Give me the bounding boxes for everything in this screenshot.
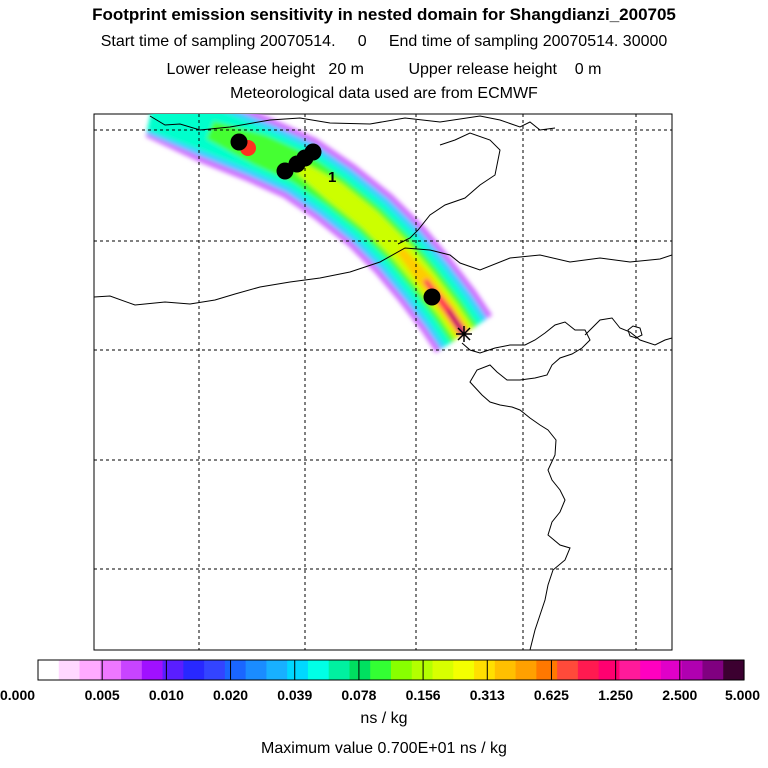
color-bar-swatch (515, 660, 537, 680)
color-bar-swatch (183, 660, 205, 680)
color-bar-swatch (577, 660, 600, 680)
color-bar-swatch (411, 660, 434, 680)
color-bar: 0.000 0.005 0.010 0.020 0.039 0.078 0.156 0.313… (0, 659, 760, 703)
color-bar-tick-label: 2.500 (662, 687, 697, 703)
color-bar-swatch (702, 660, 724, 680)
color-bar-swatch (619, 660, 641, 680)
color-bar-swatch (640, 660, 662, 680)
max-value-note: Maximum value 0.700E+01 ns / kg (261, 740, 507, 757)
color-bar-swatch (453, 660, 475, 680)
color-bar-swatch (224, 660, 247, 680)
color-bar-swatch (204, 660, 226, 680)
island-outline (627, 325, 643, 339)
color-bar-swatch (681, 660, 704, 680)
color-bar-swatch (723, 660, 745, 680)
release-heights: Lower release height 20 m Upper release … (166, 61, 602, 78)
colorbar-units: ns / kg (360, 710, 408, 727)
map-title: Footprint emission sensitivity in nested… (92, 5, 676, 24)
color-bar-tick-label: 5.000 (725, 687, 760, 703)
color-bar-swatch (536, 660, 558, 680)
color-bar-tick-label: 0.020 (213, 687, 248, 703)
coastline-upper-right (397, 132, 501, 245)
color-bar-swatch (660, 660, 683, 680)
color-bar-tick-label: 0.156 (406, 687, 441, 703)
color-bar-swatch (141, 660, 164, 680)
cluster-marker (230, 133, 248, 151)
map-panel: 1 (93, 113, 673, 651)
plume-band (447, 309, 466, 335)
color-bar-swatch (266, 660, 288, 680)
boundary-west (94, 247, 672, 306)
color-bar-swatch (38, 660, 60, 680)
color-bar-swatch (100, 660, 122, 680)
color-bar-tick-label: 1.250 (598, 687, 633, 703)
color-bar-tick-label: 0.039 (277, 687, 312, 703)
cluster-marker (423, 288, 441, 306)
plume-band (146, 114, 488, 350)
color-bar-swatch (391, 660, 413, 680)
color-bar-swatch (370, 660, 392, 680)
color-bar-swatch (557, 660, 579, 680)
color-bar-swatch (432, 660, 454, 680)
color-bar-swatch (328, 660, 351, 680)
color-bar-tick-label: 0.625 (534, 687, 569, 703)
cluster-label: 1 (328, 169, 336, 186)
cluster-centers (230, 133, 441, 306)
coastline-bohai (461, 321, 591, 650)
color-bar-swatch (58, 660, 81, 680)
color-bar-tick-label: 0.000 (0, 687, 35, 703)
color-bar-swatch (287, 660, 309, 680)
color-bar-swatch (494, 660, 517, 680)
color-bar-swatch (79, 660, 101, 680)
receptor-station-marker (456, 326, 472, 342)
cluster-marker (304, 143, 322, 161)
coastlines (94, 115, 672, 650)
coastline-north (149, 115, 556, 131)
color-bar-swatch (598, 660, 621, 680)
color-bar-labels: 0.000 0.005 0.010 0.020 0.039 0.078 0.156 0.313… (0, 687, 760, 703)
color-bar-tick-label: 0.010 (149, 687, 184, 703)
color-bar-swatch (349, 660, 371, 680)
color-bar-swatch (121, 660, 143, 680)
color-bar-swatches (38, 660, 745, 680)
coastline-east (584, 317, 672, 346)
color-bar-swatch (162, 660, 184, 680)
color-bar-tick-label: 0.313 (470, 687, 505, 703)
color-bar-swatch (307, 660, 330, 680)
color-bar-ticks (37, 660, 745, 680)
lat-lon-grid (94, 114, 672, 650)
color-bar-swatch (474, 660, 496, 680)
met-data-source: Meteorological data used are from ECMWF (230, 85, 538, 102)
sampling-times: Start time of sampling 20070514. 0 End t… (100, 33, 668, 50)
color-bar-swatch (245, 660, 268, 680)
color-bar-tick-label: 0.078 (341, 687, 376, 703)
color-bar-tick-label: 0.005 (85, 687, 120, 703)
